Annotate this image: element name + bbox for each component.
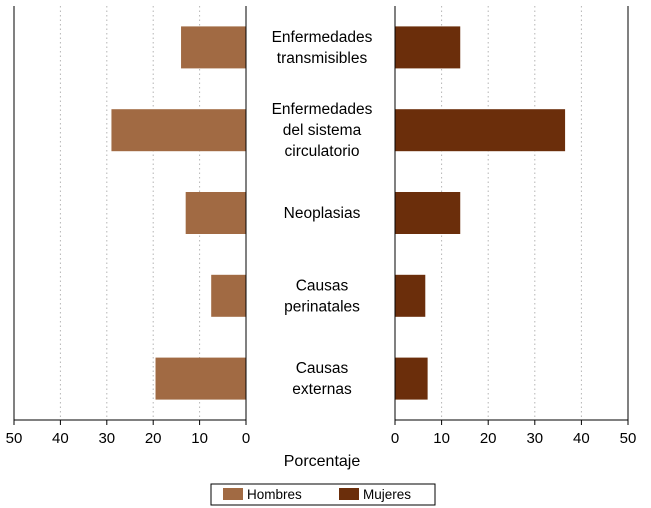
bar-mujeres xyxy=(395,192,461,234)
tick-label: 40 xyxy=(573,430,590,447)
legend-label-hombres: Hombres xyxy=(247,487,302,502)
category-label-line: externas xyxy=(292,381,352,398)
category-label: Enfermedades del sistema circulatorio xyxy=(272,101,373,160)
left-tick-labels: 50 40 30 20 10 0 xyxy=(6,420,250,447)
category-labels: Enfermedades transmisibles Enfermedades del… xyxy=(272,29,373,398)
mujeres-bars xyxy=(395,26,566,400)
x-axis-title: Porcentaje xyxy=(284,453,361,470)
right-tick-labels: 0 10 20 30 40 50 xyxy=(391,420,637,447)
category-label-line: Causas xyxy=(296,360,349,377)
bar-hombres xyxy=(211,274,246,317)
tick-label: 30 xyxy=(98,430,115,447)
tick-label: 40 xyxy=(52,430,69,447)
category-label-line: Enfermedades xyxy=(272,29,373,46)
legend-swatch-hombres xyxy=(223,488,243,500)
legend: Hombres Mujeres xyxy=(210,483,436,506)
category-label-line: Neoplasias xyxy=(284,205,361,222)
tick-label: 10 xyxy=(433,430,450,447)
legend-label-mujeres: Mujeres xyxy=(363,487,411,502)
category-label-line: del sistema xyxy=(283,122,362,139)
category-label: Enfermedades transmisibles xyxy=(272,29,373,67)
bar-mujeres xyxy=(395,26,461,69)
bar-mujeres xyxy=(395,109,566,152)
tick-label: 20 xyxy=(145,430,162,447)
category-label: Neoplasias xyxy=(284,205,361,222)
axes xyxy=(13,6,629,421)
bar-mujeres xyxy=(395,274,426,317)
tick-label: 50 xyxy=(620,430,637,447)
category-label-line: Causas xyxy=(296,277,349,294)
category-label-line: Enfermedades xyxy=(272,101,373,118)
bar-hombres xyxy=(155,357,246,400)
tick-label: 0 xyxy=(242,430,250,447)
legend-swatch-mujeres xyxy=(339,488,359,500)
hombres-bars xyxy=(111,26,246,400)
category-label: Causas perinatales xyxy=(284,277,360,315)
tick-label: 30 xyxy=(526,430,543,447)
bar-hombres xyxy=(111,109,246,152)
category-label-line: transmisibles xyxy=(277,50,368,67)
tick-label: 50 xyxy=(6,430,23,447)
tick-label: 0 xyxy=(391,430,399,447)
bar-hombres xyxy=(185,192,246,234)
tick-label: 20 xyxy=(480,430,497,447)
category-label-line: perinatales xyxy=(284,298,360,315)
category-label-line: circulatorio xyxy=(285,143,360,160)
bar-hombres xyxy=(181,26,246,69)
legend-box xyxy=(210,483,436,506)
right-gridlines xyxy=(441,6,582,420)
bar-mujeres xyxy=(395,357,428,400)
category-label: Causas externas xyxy=(292,360,352,398)
tick-label: 10 xyxy=(191,430,208,447)
